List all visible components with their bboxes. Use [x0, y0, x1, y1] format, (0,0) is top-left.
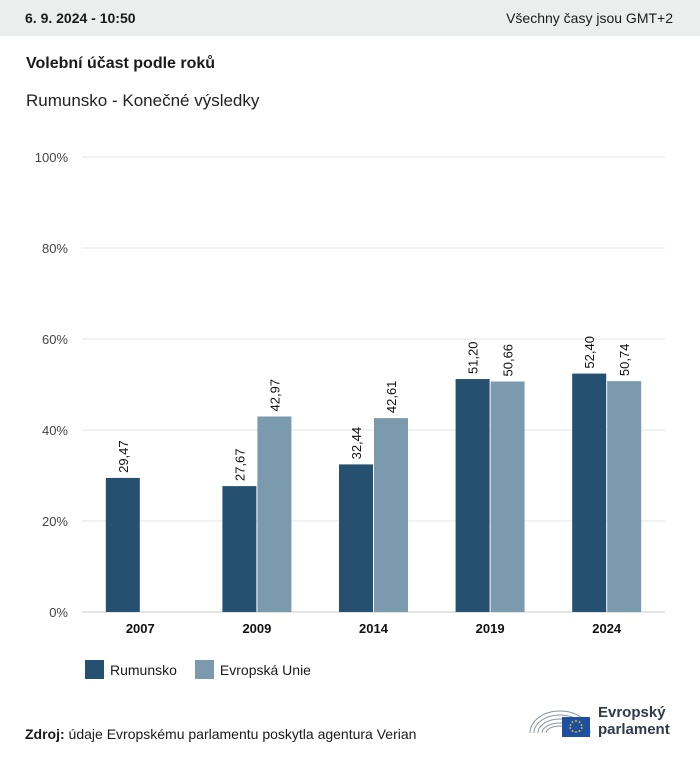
y-tick-label: 100%	[35, 150, 69, 165]
bar	[222, 486, 257, 612]
x-tick-label: 2007	[126, 621, 155, 636]
bar	[374, 418, 408, 612]
logo-line-1: Evropský	[598, 704, 666, 721]
data-label: 32,44	[349, 427, 364, 460]
timezone-note: Všechny časy jsou GMT+2	[506, 10, 673, 26]
bar	[339, 464, 373, 612]
legend-swatch-rumunsko	[85, 660, 104, 679]
header-date: 6. 9. 2024 - 10:50	[25, 10, 136, 26]
logo-text: Evropský parlament	[598, 704, 670, 738]
legend: Rumunsko Evropská Unie	[85, 660, 329, 679]
x-tick-label: 2024	[592, 621, 622, 636]
data-label: 42,97	[267, 379, 282, 412]
bar	[257, 416, 292, 612]
y-tick-label: 60%	[42, 332, 68, 347]
grid-layer	[82, 156, 665, 613]
data-label: 51,20	[466, 341, 481, 374]
x-tick-label: 2019	[476, 621, 505, 636]
bar	[455, 379, 490, 612]
y-tick-label: 80%	[42, 241, 68, 256]
data-label: 52,40	[582, 336, 597, 369]
legend-swatch-evropska-unie	[194, 660, 214, 679]
x-tick-label: 2014	[359, 621, 389, 636]
chart-title: Volební účast podle roků	[26, 55, 216, 72]
source-note: Zdroj: údaje Evropskému parlamentu posky…	[25, 726, 416, 742]
data-label: 50,74	[617, 344, 632, 377]
legend-label-evropska-unie: Evropská Unie	[219, 661, 311, 678]
logo-line-2: parlament	[598, 721, 670, 738]
data-label: 29,47	[116, 440, 131, 473]
data-label: 27,67	[232, 449, 247, 482]
european-parliament-logo: Evropský parlament	[528, 703, 670, 739]
source-label: Zdroj:	[25, 726, 65, 742]
legend-item-evropska-unie[interactable]: Evropská Unie	[194, 660, 311, 679]
chart-subtitle: Rumunsko - Konečné výsledky	[26, 91, 260, 110]
bar	[607, 381, 642, 612]
header-bar: 6. 9. 2024 - 10:50 Všechny časy jsou GMT…	[0, 0, 700, 36]
y-tick-label: 0%	[49, 605, 68, 620]
bar	[105, 477, 140, 612]
european-parliament-logo-icon	[529, 710, 591, 737]
labels-layer: 0% 20% 40% 60% 80% 100% 29,47 2007 27,67 42,97 200…	[35, 150, 632, 636]
data-label: 50,66	[501, 344, 516, 377]
data-label: 42,61	[384, 381, 399, 414]
y-tick-label: 20%	[42, 514, 68, 529]
legend-label-rumunsko: Rumunsko	[110, 661, 177, 678]
y-tick-label: 40%	[42, 423, 68, 438]
bar-chart: 0% 20% 40% 60% 80% 100% 29,47 2007 27,67 42,97 200…	[35, 150, 665, 636]
source-text: údaje Evropskému parlamentu poskytla age…	[68, 726, 417, 742]
legend-item-rumunsko[interactable]: Rumunsko	[85, 660, 177, 679]
bar	[490, 381, 525, 612]
bar	[572, 373, 607, 612]
x-tick-label: 2009	[242, 621, 271, 636]
bars-layer	[105, 373, 642, 612]
